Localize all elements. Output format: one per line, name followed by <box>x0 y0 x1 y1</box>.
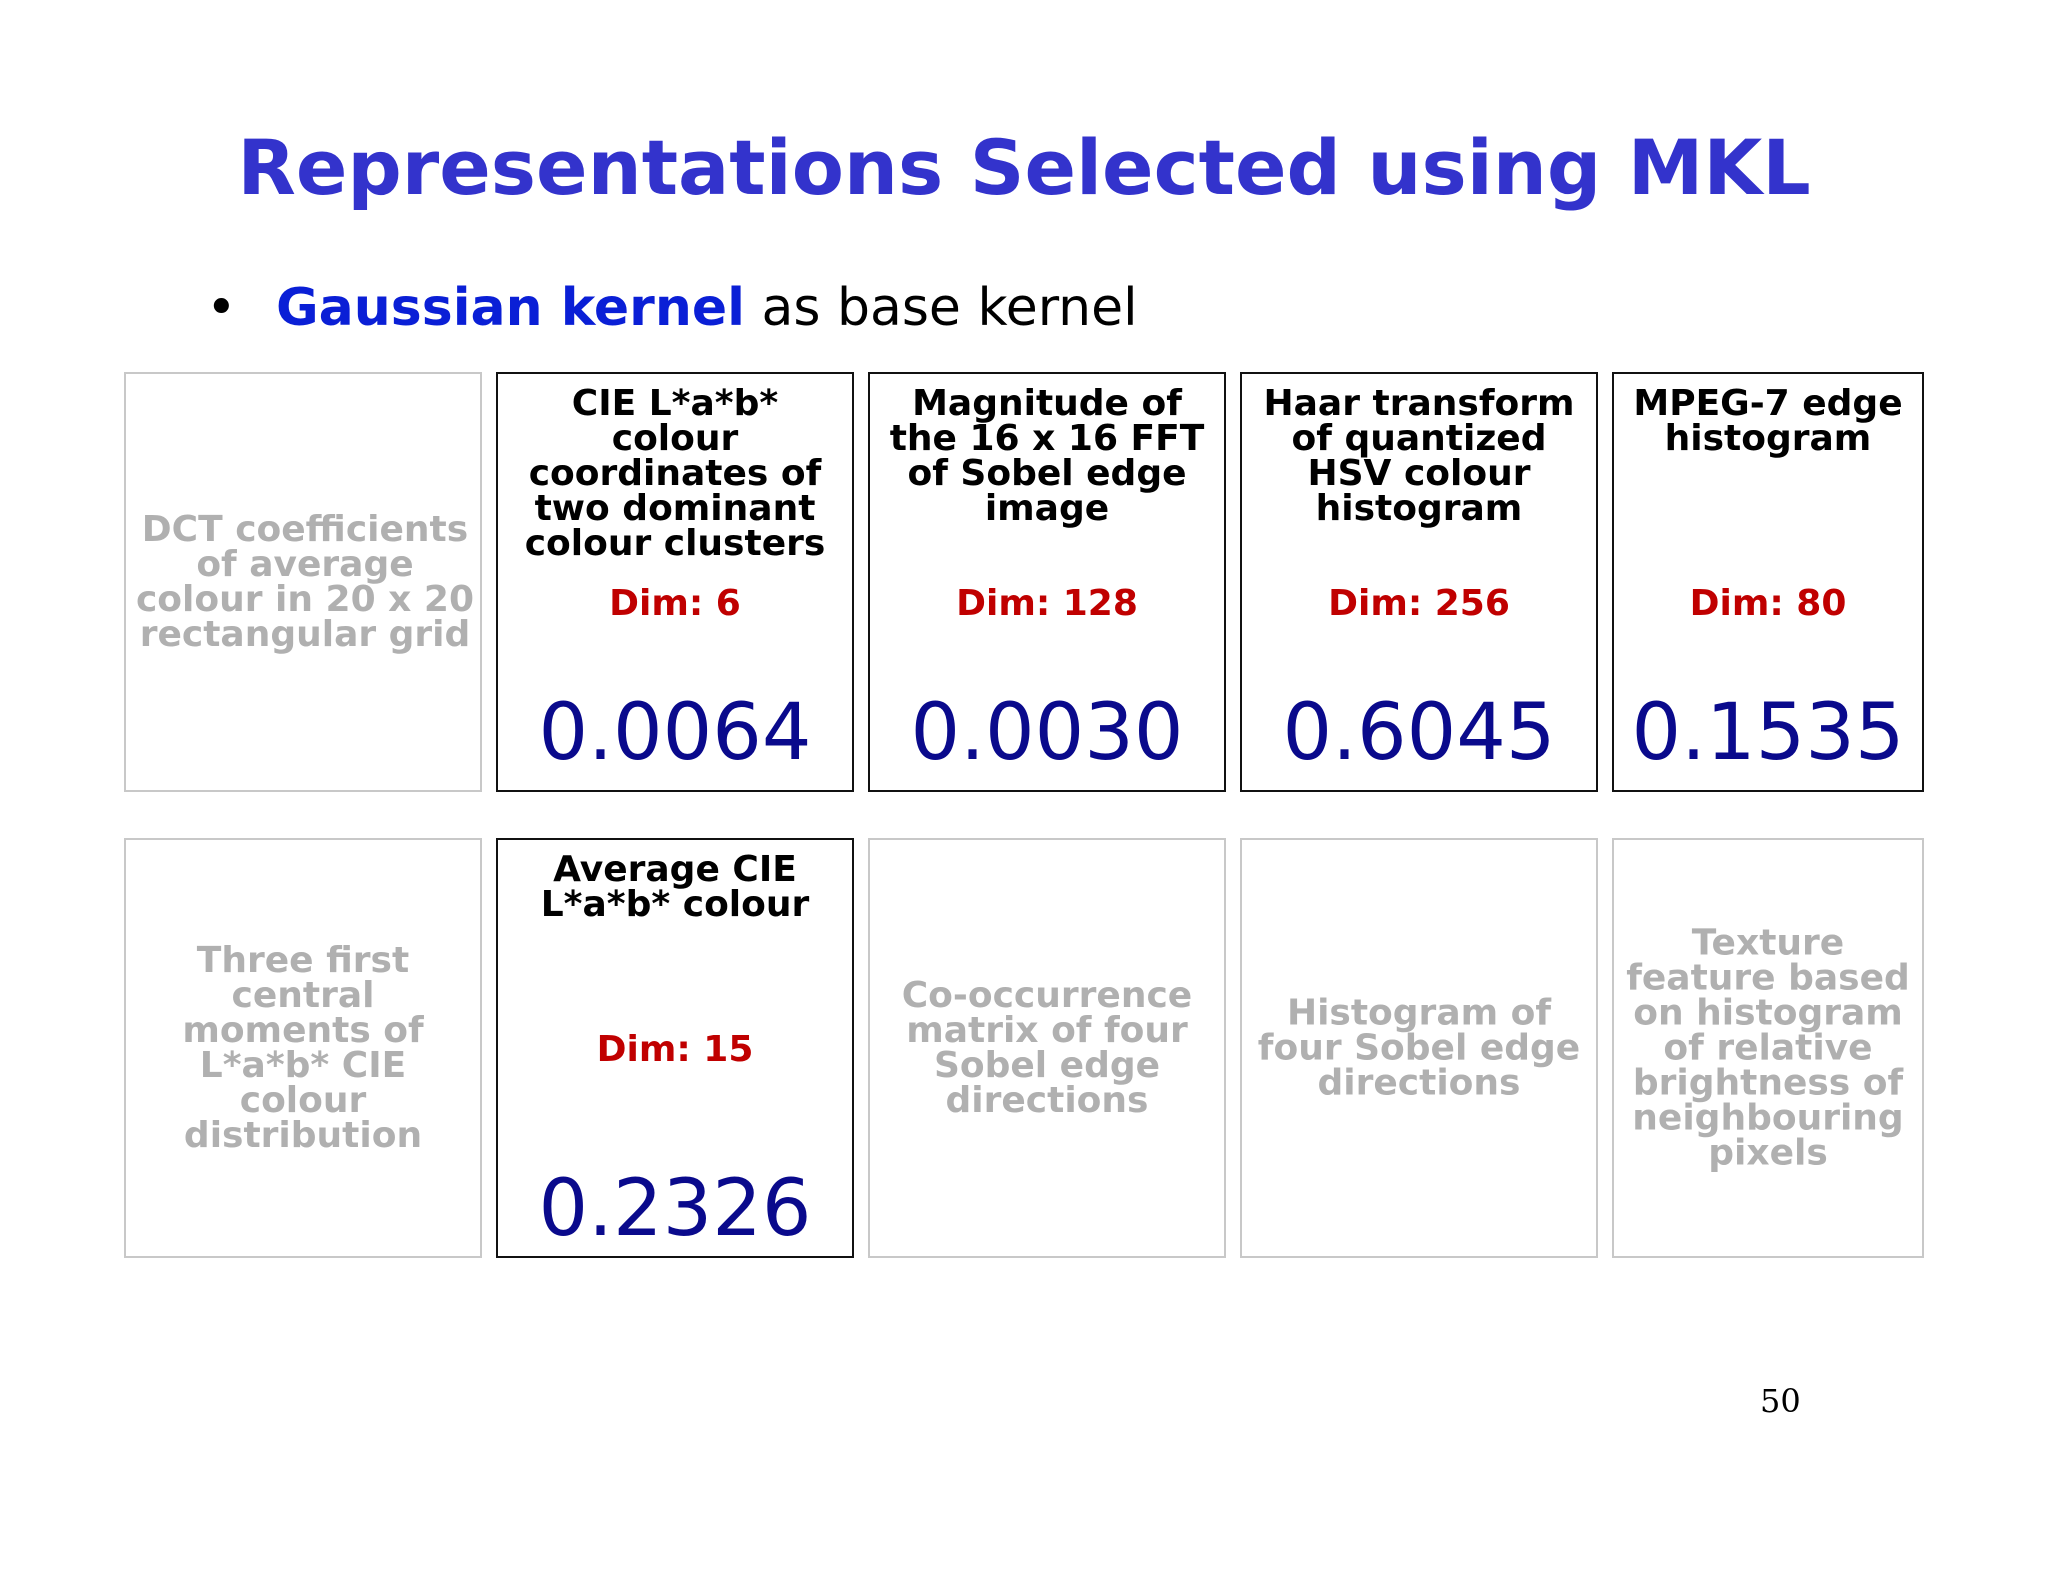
page-number: 50 <box>1760 1382 1801 1420</box>
feature-card-texture: Texture feature based on histogram of re… <box>1612 838 1924 1258</box>
feature-card-title: Magnitude of the 16 x 16 FFT of Sobel ed… <box>889 383 1205 529</box>
feature-card-dct: DCT coefficients of average colour in 20… <box>124 372 482 792</box>
feature-card-fft-sobel: Magnitude of the 16 x 16 FFT of Sobel ed… <box>868 372 1226 792</box>
feature-card-title: DCT coefficients of average colour in 20… <box>135 509 475 655</box>
bullet-rest-text: as base kernel <box>744 278 1138 338</box>
feature-card-weight: 0.2326 <box>538 1164 812 1254</box>
feature-card-mpeg7-edge: MPEG-7 edge histogram Dim: 80 0.1535 <box>1612 372 1924 792</box>
feature-card-title: Haar transform of quantized HSV colour h… <box>1263 383 1575 529</box>
feature-card-weight: 0.1535 <box>1631 688 1905 778</box>
feature-card-title: Texture feature based on histogram of re… <box>1626 922 1910 1174</box>
feature-card-dim: Dim: 15 <box>596 1029 754 1070</box>
feature-card-dim: Dim: 80 <box>1689 583 1847 624</box>
feature-card-dim: Dim: 256 <box>1328 583 1510 624</box>
feature-card-title: MPEG-7 edge histogram <box>1633 383 1903 459</box>
feature-card-average-cie-lab: Average CIE L*a*b* colour Dim: 15 0.2326 <box>496 838 854 1258</box>
feature-card-sobel-histogram: Histogram of four Sobel edge directions <box>1240 838 1598 1258</box>
feature-card-central-moments: Three first central moments of L*a*b* CI… <box>124 838 482 1258</box>
feature-card-weight: 0.6045 <box>1282 688 1556 778</box>
feature-card-dim: Dim: 128 <box>956 583 1138 624</box>
feature-card-title: Co-occurrence matrix of four Sobel edge … <box>901 975 1193 1121</box>
feature-card-title: CIE L*a*b* colour coordinates of two dom… <box>524 383 826 564</box>
bullet-strong-text: Gaussian kernel <box>276 278 745 338</box>
feature-card-cooccurrence: Co-occurrence matrix of four Sobel edge … <box>868 838 1226 1258</box>
feature-card-title: Histogram of four Sobel edge directions <box>1257 992 1581 1104</box>
feature-card-title: Three first central moments of L*a*b* CI… <box>182 940 424 1156</box>
feature-card-haar-hsv: Haar transform of quantized HSV colour h… <box>1240 372 1598 792</box>
feature-card-title: Average CIE L*a*b* colour <box>540 849 810 925</box>
feature-card-weight: 0.0030 <box>910 688 1184 778</box>
bullet-icon: • <box>206 278 237 338</box>
bullet-point: • Gaussian kernel as base kernel <box>206 282 1138 334</box>
feature-card-cie-lab-clusters: CIE L*a*b* colour coordinates of two dom… <box>496 372 854 792</box>
feature-card-dim: Dim: 6 <box>609 583 741 624</box>
feature-card-weight: 0.0064 <box>538 688 812 778</box>
slide-title: Representations Selected using MKL <box>237 123 1811 212</box>
